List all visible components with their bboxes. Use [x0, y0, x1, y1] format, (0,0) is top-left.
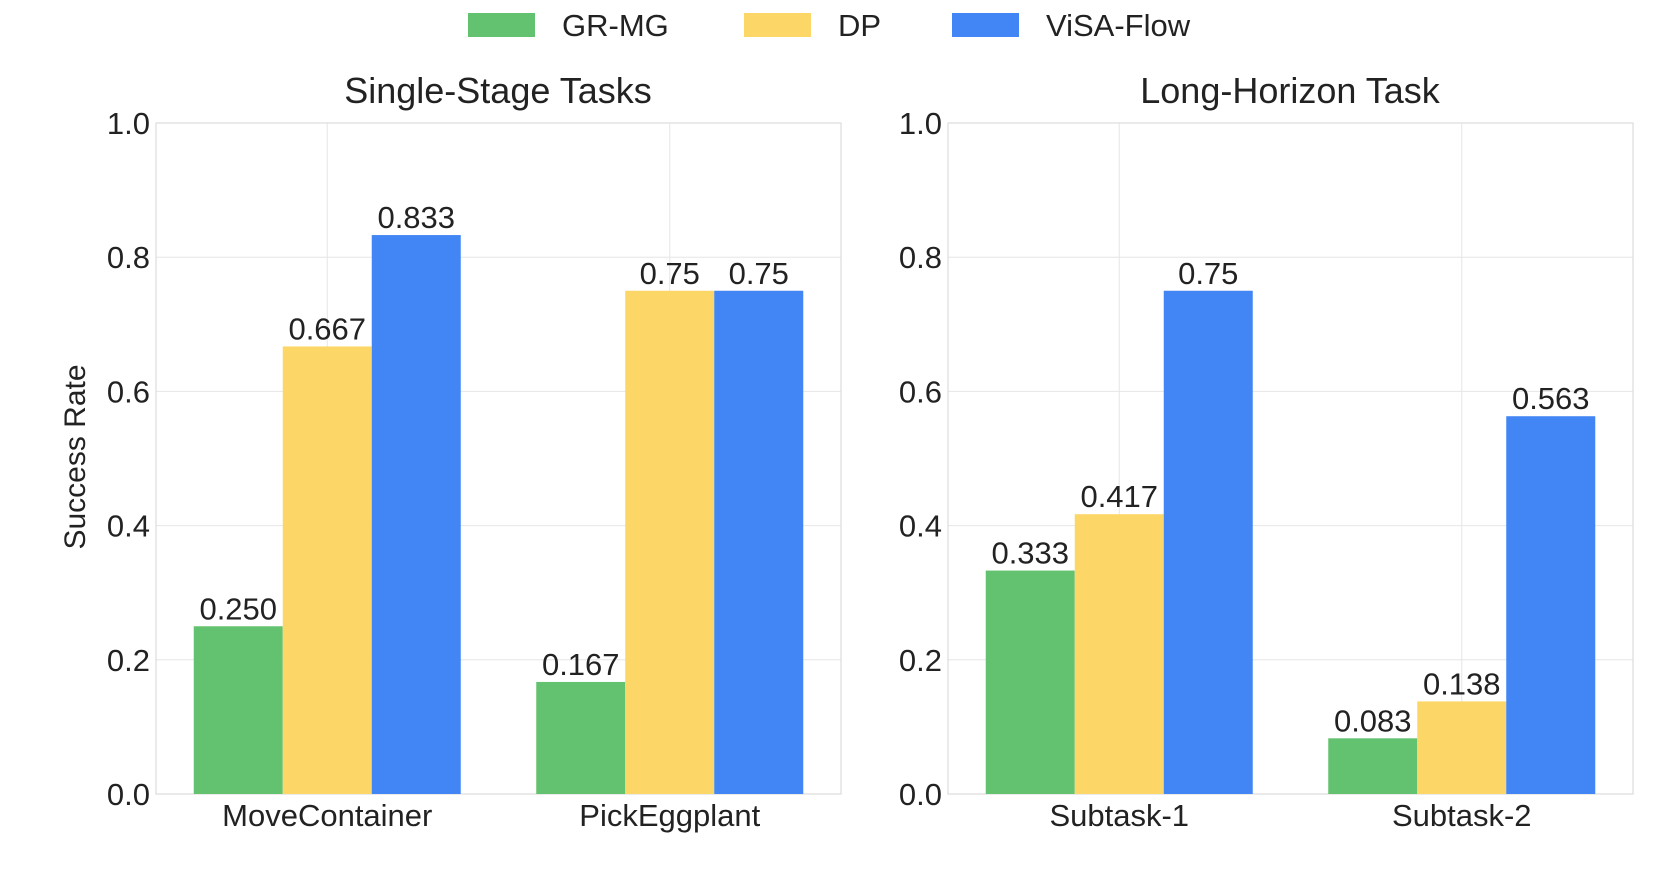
x-tick-label-subtask-2: Subtask-2	[1392, 798, 1532, 833]
x-tick-label-subtask-1: Subtask-1	[1049, 798, 1189, 833]
bar-visa-flow-movecontainer	[371, 235, 461, 794]
data-label-gr-mg-subtask-1: 0.333	[991, 536, 1069, 571]
bar-dp-subtask-1	[1074, 514, 1164, 794]
x-tick-label-movecontainer: MoveContainer	[222, 798, 432, 833]
legend-swatch-dp	[744, 13, 811, 37]
y-tick-label: 0.2	[899, 643, 942, 678]
data-label-gr-mg-subtask-2: 0.083	[1334, 703, 1412, 738]
bar-gr-mg-movecontainer	[193, 626, 283, 794]
y-tick-label: 0.4	[899, 509, 942, 544]
panel-single-stage: 0.0 0.2 0.4 0.6 0.8 1.0 0.250 0.667 0.833 MoveCon…	[107, 70, 842, 833]
chart-title: Long-Horizon Task	[1140, 70, 1440, 111]
bar-visa-flow-pickeggplant	[714, 290, 804, 794]
data-label-visa-flow-subtask-2: 0.563	[1512, 381, 1590, 416]
legend-label-visa-flow: ViSA-Flow	[1046, 8, 1191, 43]
y-tick-label: 1.0	[107, 106, 150, 141]
bar-gr-mg-subtask-2	[1328, 738, 1418, 794]
y-axis-label: Success Rate	[59, 364, 92, 549]
legend: GR-MG DP ViSA-Flow	[468, 8, 1191, 43]
data-label-dp-subtask-1: 0.417	[1080, 479, 1158, 514]
bar-visa-flow-subtask-2	[1506, 416, 1596, 794]
legend-swatch-visa-flow	[952, 13, 1019, 37]
data-label-gr-mg-movecontainer: 0.250	[199, 591, 277, 626]
panel-long-horizon: 0.0 0.2 0.4 0.6 0.8 1.0 0.333 0.417 0.75 Subtask-…	[899, 70, 1634, 833]
bar-dp-movecontainer	[282, 346, 372, 794]
data-label-visa-flow-movecontainer: 0.833	[377, 200, 455, 235]
data-label-dp-subtask-2: 0.138	[1423, 666, 1501, 701]
y-tick-label: 0.0	[107, 777, 150, 812]
legend-label-gr-mg: GR-MG	[562, 8, 669, 43]
bar-gr-mg-pickeggplant	[536, 681, 626, 794]
y-tick-label: 0.8	[899, 240, 942, 275]
y-tick-label: 0.0	[899, 777, 942, 812]
y-tick-label: 0.2	[107, 643, 150, 678]
y-tick-label: 1.0	[899, 106, 942, 141]
bar-visa-flow-subtask-1	[1163, 290, 1253, 794]
legend-label-dp: DP	[838, 8, 881, 43]
data-label-visa-flow-pickeggplant: 0.75	[729, 256, 789, 291]
data-label-gr-mg-pickeggplant: 0.167	[542, 647, 620, 682]
legend-swatch-gr-mg	[468, 13, 535, 37]
y-tick-label: 0.6	[107, 374, 150, 409]
plot-frame	[155, 122, 842, 795]
bar-dp-pickeggplant	[625, 290, 715, 794]
bar-dp-subtask-2	[1417, 701, 1507, 794]
y-tick-label: 0.8	[107, 240, 150, 275]
y-tick-label: 0.4	[107, 509, 150, 544]
x-tick-label-pickeggplant: PickEggplant	[579, 798, 760, 833]
y-tick-label: 0.6	[899, 374, 942, 409]
data-label-dp-movecontainer: 0.667	[288, 311, 366, 346]
plot-frame	[947, 122, 1634, 795]
data-label-dp-pickeggplant: 0.75	[640, 256, 700, 291]
bar-gr-mg-subtask-1	[985, 570, 1075, 794]
chart-title: Single-Stage Tasks	[344, 70, 652, 111]
data-label-visa-flow-subtask-1: 0.75	[1178, 256, 1238, 291]
